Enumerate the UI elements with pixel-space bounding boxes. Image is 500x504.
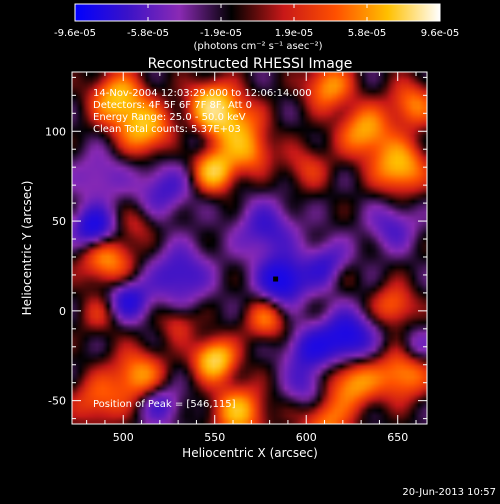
colorbar-ticks xyxy=(74,4,441,21)
y-axis-label: Heliocentric Y (arcsec) xyxy=(20,181,34,316)
y-tick-label: 50 xyxy=(52,215,66,228)
y-tick-label: 0 xyxy=(59,305,66,318)
colorbar-unit-label: (photons cm⁻² s⁻¹ asec⁻²) xyxy=(193,41,322,52)
x-tick-label: 550 xyxy=(204,431,225,444)
x-tick-label: 600 xyxy=(296,431,317,444)
colorbar xyxy=(75,4,440,21)
annotation-peak-position: Position of Peak = [546,115] xyxy=(93,399,236,410)
footer-date: 20-Jun-2013 10:57 xyxy=(402,487,496,498)
plot-markers xyxy=(273,276,279,282)
colorbar-tick-label-3: 1.9e-05 xyxy=(275,28,313,39)
colorbar-frame xyxy=(74,3,441,22)
colorbar-tick-label-2: -1.9e-05 xyxy=(200,28,242,39)
annotation-detectors: Detectors: 4F 5F 6F 7F 8F, Att 0 xyxy=(93,100,252,111)
annotation-clean-counts: Clean Total counts: 5.37E+03 xyxy=(93,124,241,135)
colorbar-tick-label-5: 9.6e-05 xyxy=(421,28,459,39)
heatmap-image xyxy=(72,72,427,424)
colorbar-tick-label-4: 5.8e-05 xyxy=(348,28,386,39)
annotation-energy-range: Energy Range: 25.0 - 50.0 keV xyxy=(93,112,246,123)
y-tick-label: -50 xyxy=(48,395,66,408)
colorbar-tick-label-0: -9.6e-05 xyxy=(54,28,96,39)
annotation-time-range: 14-Nov-2004 12:03:29.000 to 12:06:14.000 xyxy=(93,88,312,99)
chart-title: Reconstructed RHESSI Image xyxy=(148,56,353,72)
x-tick-label: 500 xyxy=(113,431,134,444)
marker-dot xyxy=(273,276,279,282)
colorbar-tick-label-1: -5.8e-05 xyxy=(127,28,169,39)
axes: 500 550 600 650 -50 0 50 100 xyxy=(45,72,427,444)
y-tick-label: 100 xyxy=(45,125,66,138)
plot-frame xyxy=(71,71,428,425)
x-axis-label: Heliocentric X (arcsec) xyxy=(182,446,318,460)
x-tick-label: 650 xyxy=(387,431,408,444)
